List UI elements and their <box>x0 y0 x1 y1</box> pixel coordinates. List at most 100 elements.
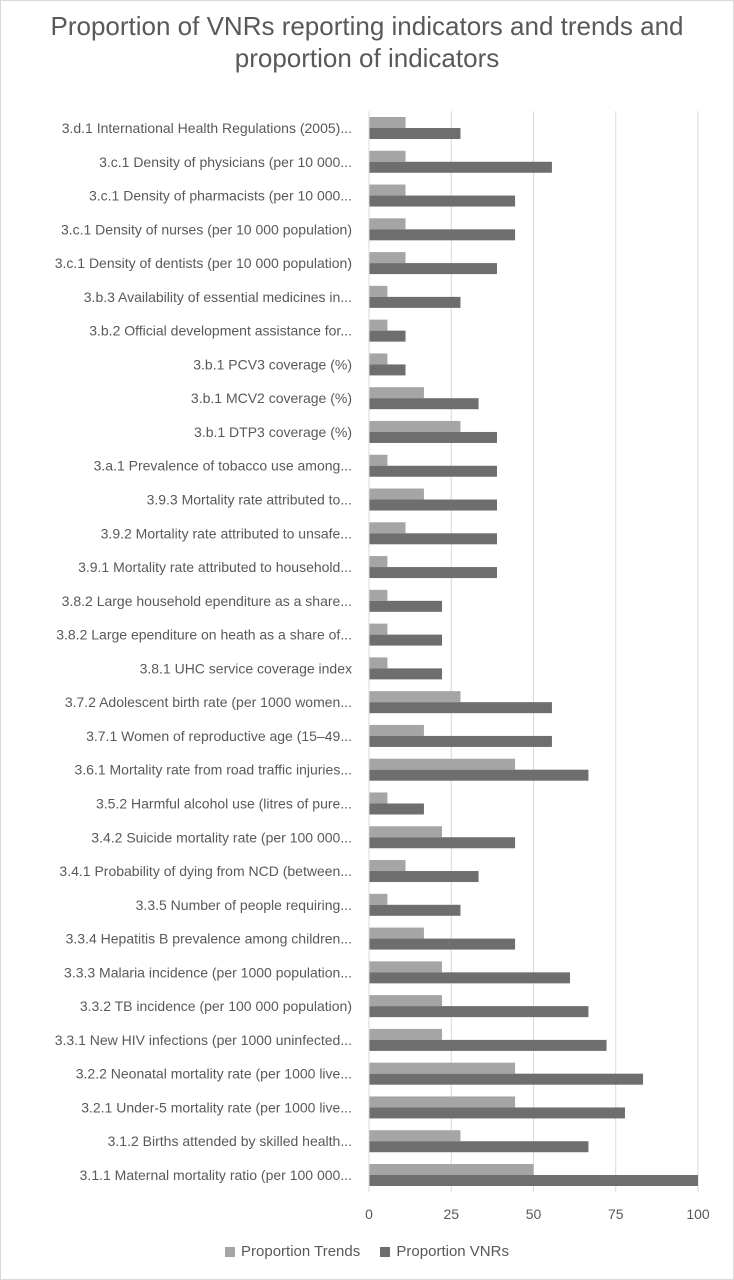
bar-vnrs-3 <box>369 229 516 241</box>
bar-vnrs-28 <box>369 1073 644 1085</box>
bar-vnrs-8 <box>369 398 479 410</box>
legend-swatch-trends <box>225 1246 236 1257</box>
bar-vnrs-10 <box>369 465 497 477</box>
bar-vnrs-24 <box>369 938 516 950</box>
category-label-22: 3.4.1 Probability of dying from NCD (bet… <box>59 863 352 879</box>
bar-trends-26 <box>369 995 443 1007</box>
bar-trends-7 <box>369 353 388 365</box>
category-label-2: 3.c.1 Density of pharmacists (per 10 000… <box>89 188 352 204</box>
category-label-10: 3.a.1 Prevalence of tobacco use among... <box>94 458 352 474</box>
bar-vnrs-14 <box>369 600 443 612</box>
bar-trends-12 <box>369 522 406 534</box>
category-label-26: 3.3.2 TB incidence (per 100 000 populati… <box>80 998 352 1014</box>
category-label-29: 3.2.1 Under-5 mortality rate (per 1000 l… <box>81 1099 352 1115</box>
bar-vnrs-2 <box>369 195 516 207</box>
bar-vnrs-20 <box>369 803 424 815</box>
bar-vnrs-19 <box>369 769 589 781</box>
bar-trends-13 <box>369 556 388 568</box>
category-label-11: 3.9.3 Mortality rate attributed to... <box>147 492 352 508</box>
bar-vnrs-18 <box>369 735 552 747</box>
bar-trends-10 <box>369 454 388 466</box>
bar-trends-16 <box>369 657 388 669</box>
category-label-24: 3.3.4 Hepatitis B prevalence among child… <box>66 931 352 947</box>
category-labels: 3.d.1 International Health Regulations (… <box>55 120 352 1183</box>
category-label-3: 3.c.1 Density of nurses (per 10 000 popu… <box>61 221 352 237</box>
category-label-5: 3.b.3 Availability of essential medicine… <box>84 289 352 305</box>
category-label-4: 3.c.1 Density of dentists (per 10 000 po… <box>55 255 352 271</box>
bar-trends-14 <box>369 589 388 601</box>
category-label-25: 3.3.3 Malaria incidence (per 1000 popula… <box>64 964 352 980</box>
bar-vnrs-16 <box>369 668 443 680</box>
bar-vnrs-4 <box>369 263 497 275</box>
bar-trends-11 <box>369 488 424 500</box>
category-label-7: 3.b.1 PCV3 coverage (%) <box>193 356 352 372</box>
bar-vnrs-6 <box>369 330 406 342</box>
category-label-14: 3.8.2 Large household ependiture as a sh… <box>62 593 352 609</box>
chart-title: Proportion of VNRs reporting indicators … <box>50 11 684 73</box>
bar-chart: 3.d.1 International Health Regulations (… <box>55 111 710 1222</box>
x-tick-label-50: 50 <box>526 1206 542 1222</box>
x-tick-label-75: 75 <box>608 1206 624 1222</box>
bar-vnrs-25 <box>369 972 571 984</box>
bar-trends-18 <box>369 724 424 736</box>
legend-label-vnrs: Proportion VNRs <box>396 1243 509 1260</box>
bar-vnrs-17 <box>369 702 552 714</box>
bar-trends-22 <box>369 860 406 872</box>
bar-vnrs-27 <box>369 1039 607 1051</box>
bar-trends-9 <box>369 420 461 432</box>
bar-vnrs-5 <box>369 296 461 308</box>
legend-swatch-vnrs <box>380 1246 391 1257</box>
category-label-27: 3.3.1 New HIV infections (per 1000 uninf… <box>55 1032 352 1048</box>
bar-trends-25 <box>369 961 443 973</box>
bar-vnrs-22 <box>369 871 479 883</box>
bar-trends-0 <box>369 117 406 128</box>
bar-trends-5 <box>369 285 388 297</box>
bar-trends-20 <box>369 792 388 804</box>
bars <box>369 117 698 1186</box>
x-tick-label-0: 0 <box>365 1206 373 1222</box>
bar-trends-27 <box>369 1028 443 1040</box>
bar-vnrs-31 <box>369 1175 698 1186</box>
category-label-17: 3.7.2 Adolescent birth rate (per 1000 wo… <box>65 694 352 710</box>
category-label-18: 3.7.1 Women of reproductive age (15–49..… <box>86 728 352 744</box>
category-label-28: 3.2.2 Neonatal mortality rate (per 1000 … <box>76 1066 352 1082</box>
bar-trends-21 <box>369 826 443 838</box>
bar-vnrs-13 <box>369 567 497 579</box>
x-tick-labels: 0 25 50 75 100 <box>365 1206 710 1222</box>
bar-vnrs-7 <box>369 364 406 376</box>
category-label-0: 3.d.1 International Health Regulations (… <box>62 120 352 136</box>
bar-trends-8 <box>369 387 424 399</box>
bar-trends-2 <box>369 184 406 196</box>
x-tick-label-25: 25 <box>443 1206 459 1222</box>
category-label-31: 3.1.1 Maternal mortality ratio (per 100 … <box>80 1167 352 1183</box>
bar-vnrs-26 <box>369 1006 589 1018</box>
bar-vnrs-30 <box>369 1141 589 1153</box>
bar-trends-28 <box>369 1062 516 1074</box>
bar-trends-3 <box>369 218 406 230</box>
category-label-1: 3.c.1 Density of physicians (per 10 000.… <box>99 154 352 170</box>
bar-trends-31 <box>369 1164 534 1175</box>
legend-item-vnrs: Proportion VNRs <box>380 1243 509 1260</box>
category-label-16: 3.8.1 UHC service coverage index <box>140 660 352 676</box>
bar-trends-19 <box>369 758 516 770</box>
category-label-21: 3.4.2 Suicide mortality rate (per 100 00… <box>91 829 352 845</box>
category-label-6: 3.b.2 Official development assistance fo… <box>89 323 352 339</box>
x-tick-label-100: 100 <box>686 1206 710 1222</box>
bar-trends-1 <box>369 150 406 162</box>
bar-trends-24 <box>369 927 424 939</box>
bar-trends-6 <box>369 319 388 331</box>
bar-trends-30 <box>369 1130 461 1142</box>
category-label-23: 3.3.5 Number of people requiring... <box>136 897 352 913</box>
bar-vnrs-9 <box>369 431 497 443</box>
bar-vnrs-11 <box>369 499 497 511</box>
category-label-30: 3.1.2 Births attended by skilled health.… <box>108 1133 352 1149</box>
legend-label-trends: Proportion Trends <box>241 1243 361 1260</box>
category-label-8: 3.b.1 MCV2 coverage (%) <box>191 390 352 406</box>
bar-trends-15 <box>369 623 388 635</box>
bar-vnrs-15 <box>369 634 443 646</box>
legend-item-trends: Proportion Trends <box>225 1243 360 1260</box>
bar-vnrs-29 <box>369 1107 625 1119</box>
category-label-20: 3.5.2 Harmful alcohol use (litres of pur… <box>96 795 352 811</box>
category-label-12: 3.9.2 Mortality rate attributed to unsaf… <box>101 525 352 541</box>
